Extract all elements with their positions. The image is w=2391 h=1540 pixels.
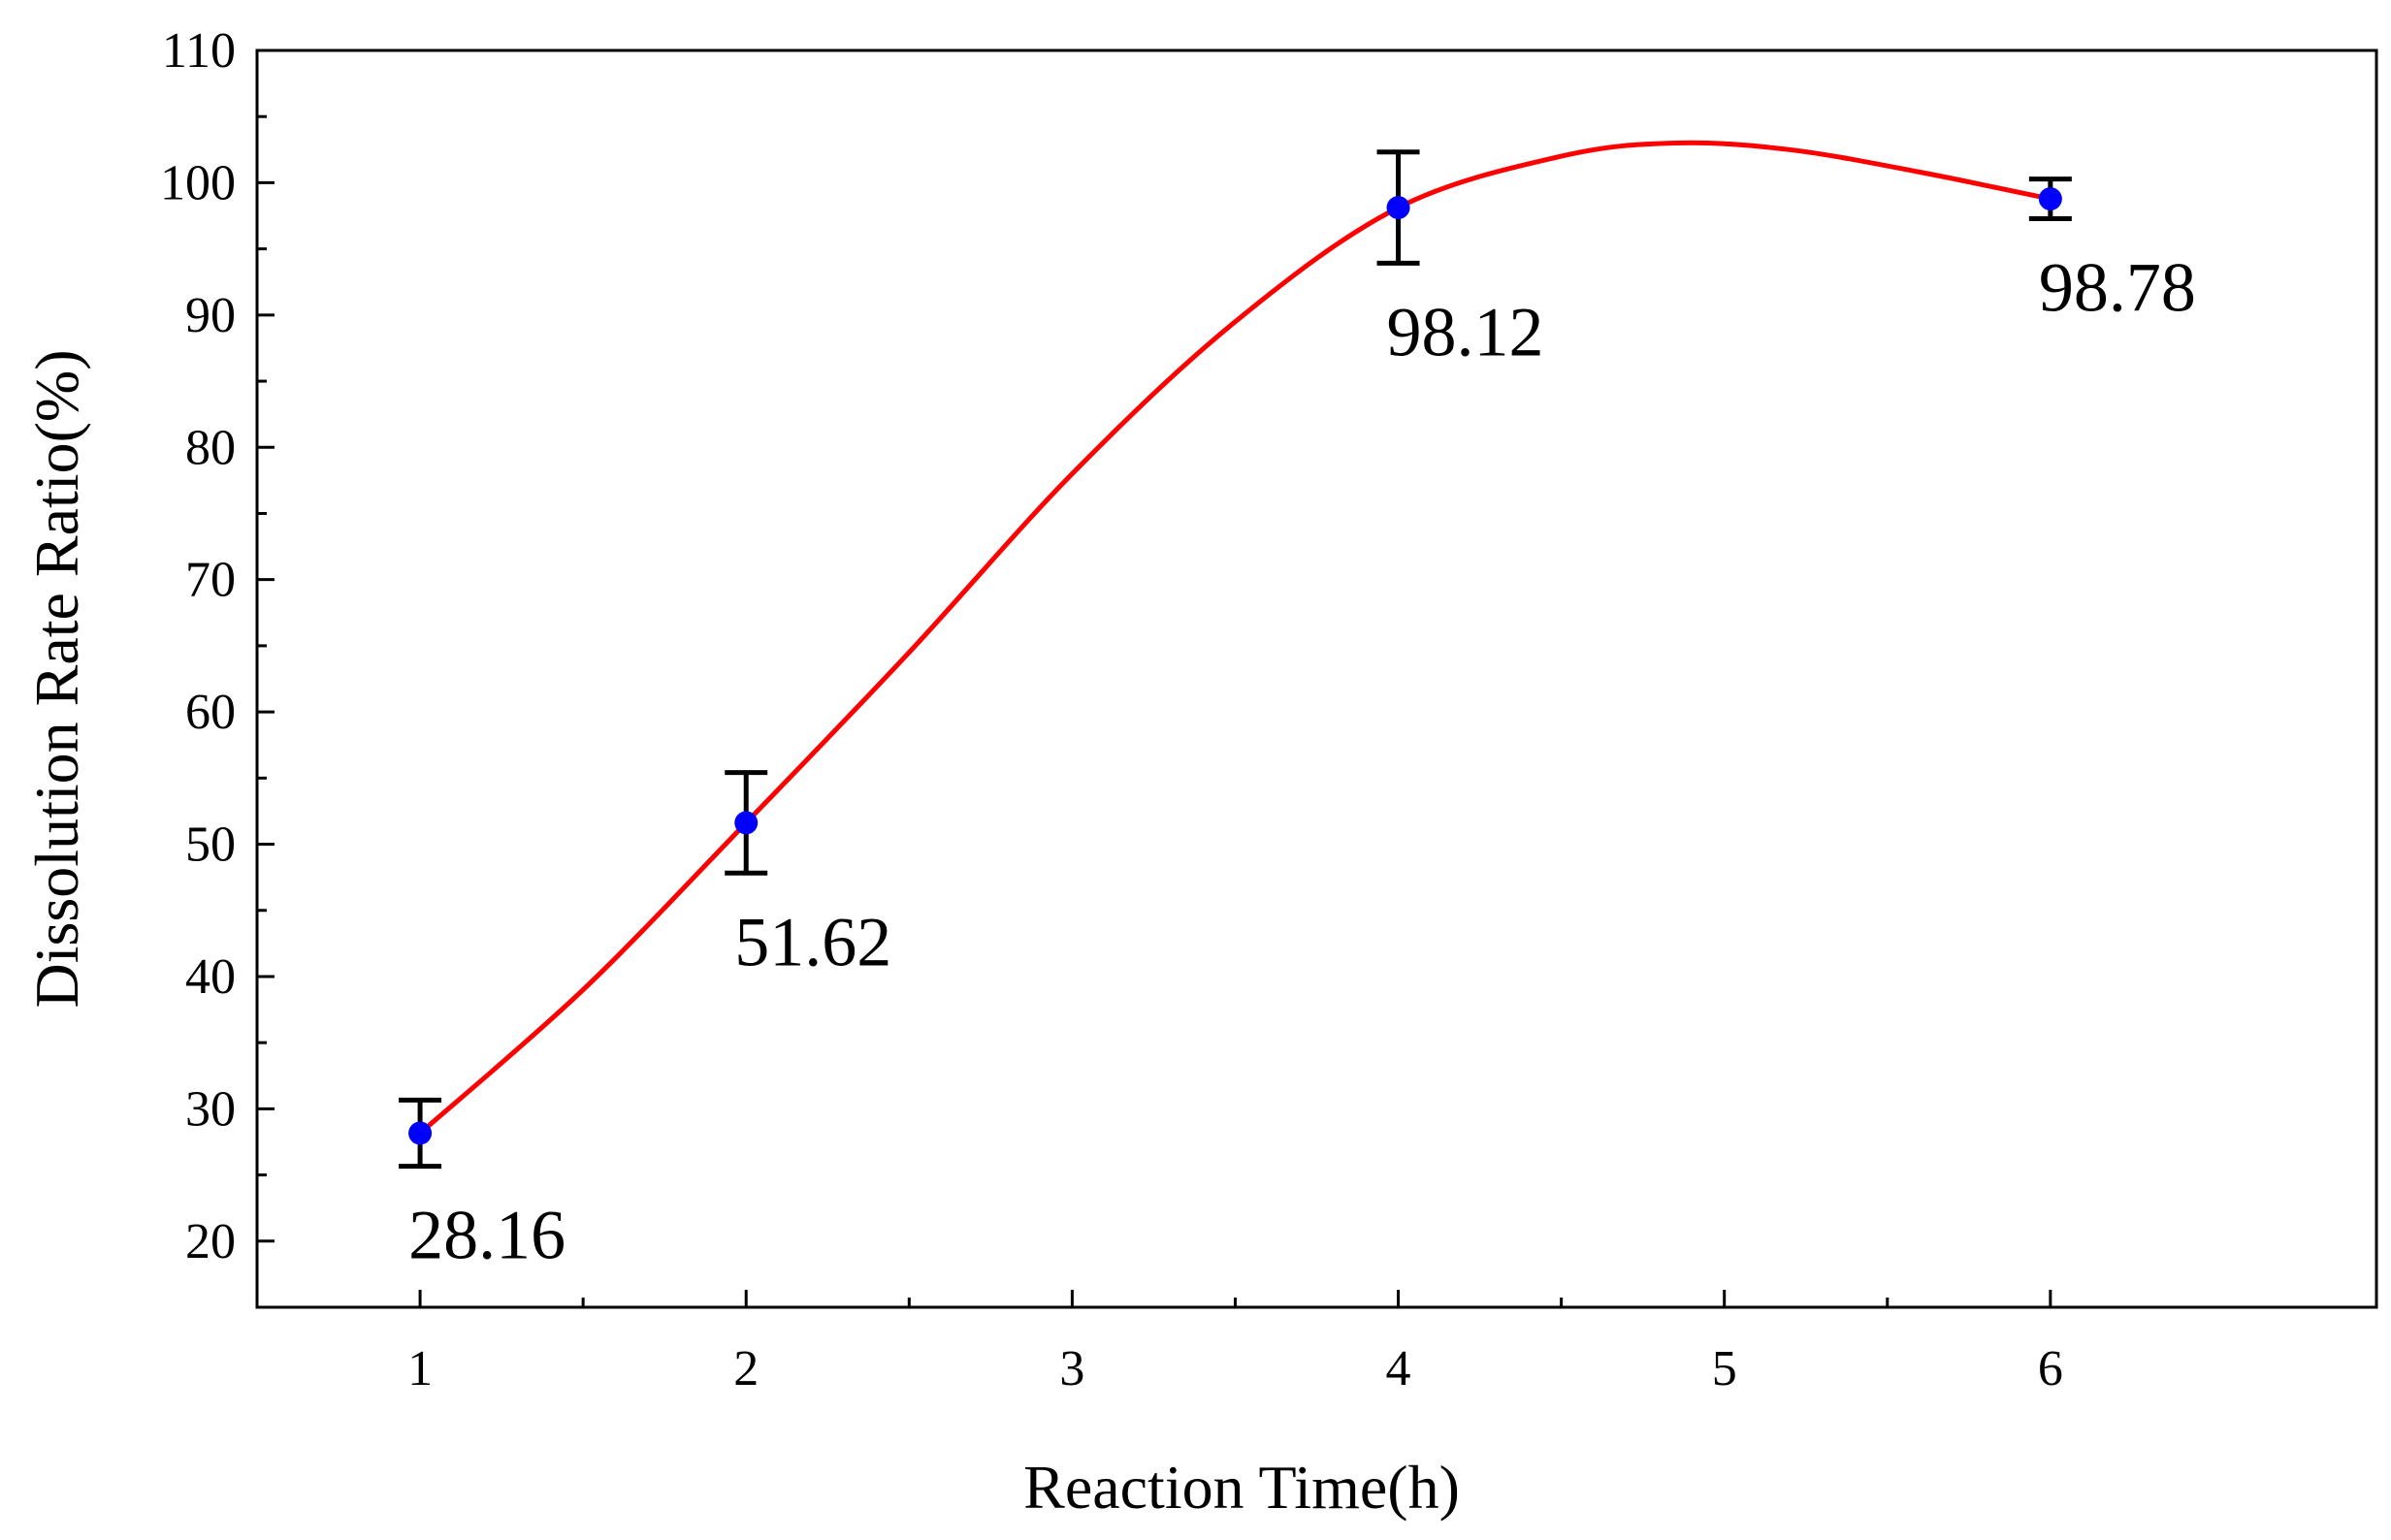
y-tick-label-60: 60 <box>185 685 236 740</box>
data-label-1: 28.16 <box>408 1197 565 1274</box>
y-tick-label-80: 80 <box>185 420 236 475</box>
data-label-2: 51.62 <box>734 903 891 980</box>
data-point-3 <box>1386 196 1410 220</box>
x-tick-label-1: 1 <box>407 1341 433 1396</box>
y-axis-ticks: 20 30 40 50 60 70 80 90 100 110 <box>160 23 275 1269</box>
y-tick-label-70: 70 <box>185 553 236 608</box>
data-point-4 <box>2038 187 2062 211</box>
x-axis-ticks: 1 2 3 4 5 6 <box>407 1290 2063 1396</box>
x-axis-title: Reaction Time(h) <box>1023 1453 1460 1522</box>
y-tick-label-50: 50 <box>185 818 236 873</box>
data-points <box>408 187 2062 1145</box>
y-tick-label-30: 30 <box>185 1081 236 1137</box>
y-tick-label-20: 20 <box>185 1214 236 1269</box>
x-tick-label-2: 2 <box>733 1341 759 1396</box>
y-tick-label-110: 110 <box>162 23 236 79</box>
fit-curve <box>418 140 2052 1136</box>
data-label-4: 98.78 <box>2039 249 2196 327</box>
error-bars <box>399 149 2072 1170</box>
y-axis-title: Dissolution Rate Ratio(%) <box>22 349 91 1008</box>
data-point-2 <box>734 811 759 835</box>
x-tick-label-3: 3 <box>1059 1341 1084 1396</box>
data-labels: 28.16 51.62 98.12 98.78 <box>408 249 2196 1274</box>
y-tick-label-40: 40 <box>185 949 236 1005</box>
data-label-3: 98.12 <box>1387 293 1544 370</box>
x-tick-label-4: 4 <box>1386 1341 1411 1396</box>
x-tick-label-6: 6 <box>2038 1341 2063 1396</box>
plot-frame <box>255 48 2378 1309</box>
y-tick-label-90: 90 <box>185 288 236 343</box>
y-tick-label-100: 100 <box>160 155 236 210</box>
x-tick-label-5: 5 <box>1712 1341 1737 1396</box>
data-point-1 <box>408 1121 433 1145</box>
